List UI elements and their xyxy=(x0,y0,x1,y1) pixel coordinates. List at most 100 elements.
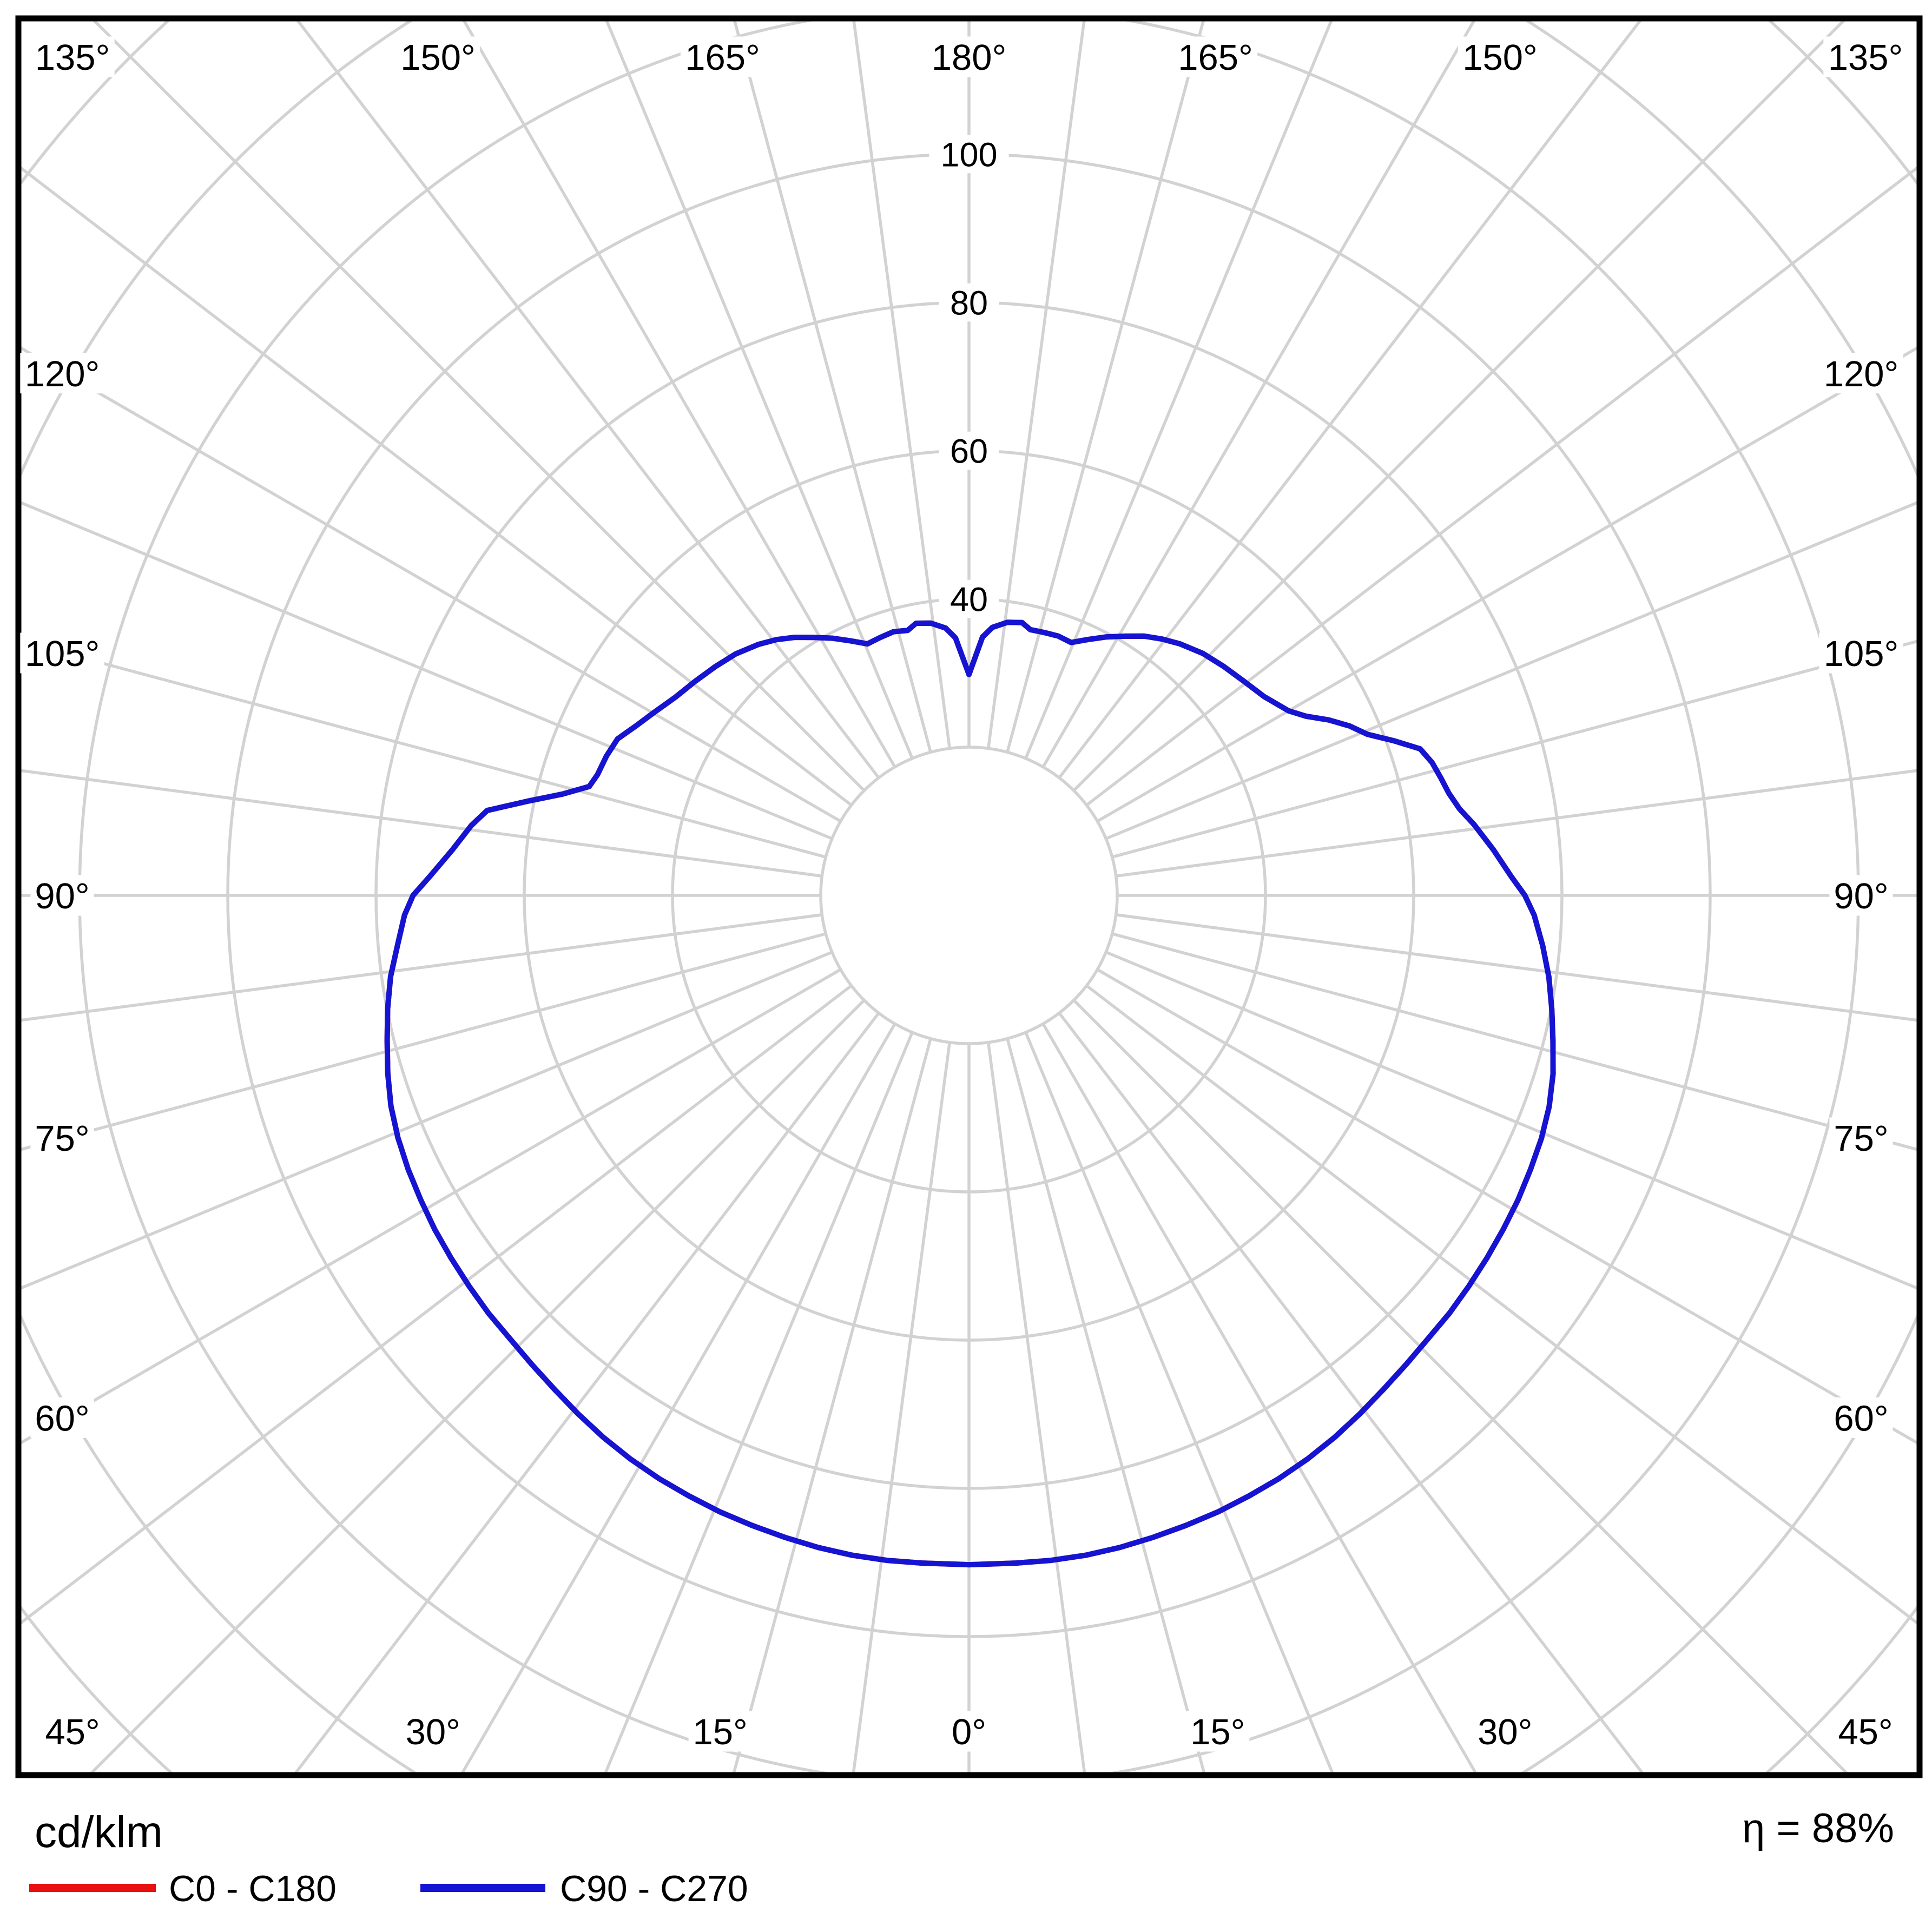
grid-spoke xyxy=(987,20,1086,749)
angle-label-75-right: 75° xyxy=(1829,1117,1893,1159)
angle-label-30-left: 30° xyxy=(401,1711,465,1752)
svg-text:60°: 60° xyxy=(1834,1398,1888,1439)
grid-spoke xyxy=(852,1042,951,1773)
grid-spoke xyxy=(733,20,932,753)
angle-label-75-left: 75° xyxy=(30,1117,94,1159)
svg-text:120°: 120° xyxy=(25,354,100,394)
svg-text:150°: 150° xyxy=(1462,37,1538,78)
grid-spoke xyxy=(1085,165,1918,807)
grid-spoke xyxy=(1111,639,1918,859)
angle-label-120-right: 120° xyxy=(1819,353,1903,394)
svg-text:180°: 180° xyxy=(932,37,1007,78)
svg-text:80: 80 xyxy=(950,285,988,322)
grid-spoke xyxy=(1041,1023,1478,1773)
grid-spoke xyxy=(1111,932,1918,1151)
grid-spoke xyxy=(20,951,833,1290)
grid-spoke xyxy=(20,769,822,878)
grid-spoke xyxy=(1096,346,1918,823)
svg-text:120°: 120° xyxy=(1824,354,1899,394)
svg-text:135°: 135° xyxy=(1828,37,1903,78)
svg-text:30°: 30° xyxy=(406,1712,460,1752)
grid-spoke xyxy=(20,984,853,1626)
grid-circle-20 xyxy=(819,746,1119,1045)
angle-label-45-left: 45° xyxy=(41,1711,104,1752)
grid-spoke xyxy=(461,20,896,768)
grid-spoke xyxy=(1096,968,1918,1445)
grid-spoke xyxy=(20,346,842,823)
angle-label-135-left: 135° xyxy=(30,36,115,78)
grid-spoke xyxy=(89,999,866,1773)
efficiency-label: η = 88% xyxy=(1742,1805,1894,1851)
svg-text:0°: 0° xyxy=(952,1712,986,1752)
angle-label-150-right: 150° xyxy=(1458,36,1542,78)
legend-label-c0-c180: C0 - C180 xyxy=(169,1868,337,1909)
svg-text:90°: 90° xyxy=(1834,876,1888,916)
angle-label-15-left: 15° xyxy=(688,1711,752,1752)
legend-label-c90-c270: C90 - C270 xyxy=(560,1868,748,1909)
grid-spoke xyxy=(1105,951,1918,1290)
angle-label-90-right: 90° xyxy=(1829,875,1893,916)
svg-text:60: 60 xyxy=(950,433,988,471)
grid-spoke xyxy=(852,20,951,749)
angle-label-165-right: 165° xyxy=(1173,36,1258,78)
grid-spoke xyxy=(20,639,827,859)
grid-spoke xyxy=(1041,20,1476,768)
svg-text:40: 40 xyxy=(950,581,988,619)
svg-text:60°: 60° xyxy=(35,1398,89,1439)
grid-spoke xyxy=(1024,20,1334,759)
grid-spoke xyxy=(1085,984,1918,1626)
angle-label-150-left: 150° xyxy=(395,36,480,78)
chart-border xyxy=(15,15,1923,1778)
svg-text:100: 100 xyxy=(940,136,997,174)
grid-spoke xyxy=(1116,769,1918,878)
angle-label-30-right: 30° xyxy=(1473,1711,1537,1752)
radial-tick-label-40: 40 xyxy=(939,579,999,619)
svg-text:165°: 165° xyxy=(685,37,760,78)
curve-C90-C270 xyxy=(384,619,1556,1568)
radial-tick-label-60: 60 xyxy=(939,431,999,471)
grid-spoke xyxy=(293,1012,880,1773)
angle-label-105-right: 105° xyxy=(1819,632,1903,674)
grid-spoke xyxy=(1072,999,1849,1773)
angle-label-120-left: 120° xyxy=(20,353,104,394)
svg-text:75°: 75° xyxy=(1834,1118,1888,1159)
angle-label-105-left: 105° xyxy=(20,632,104,674)
angle-label-15-right: 15° xyxy=(1186,1711,1250,1752)
units-label: cd/klm xyxy=(35,1808,163,1857)
svg-text:150°: 150° xyxy=(400,37,476,78)
grid-spoke xyxy=(20,913,822,1022)
angle-label-180: 180° xyxy=(927,36,1011,78)
svg-text:15°: 15° xyxy=(1190,1712,1245,1752)
angle-label-45-right: 45° xyxy=(1834,1711,1897,1752)
svg-text:165°: 165° xyxy=(1178,37,1253,78)
svg-text:30°: 30° xyxy=(1478,1712,1532,1752)
svg-text:45°: 45° xyxy=(1838,1712,1893,1752)
grid-spoke xyxy=(1105,500,1918,840)
grid-spoke xyxy=(20,165,853,807)
angle-label-60-left: 60° xyxy=(30,1397,94,1439)
grid-spoke xyxy=(1006,1038,1206,1773)
grid-spoke xyxy=(295,20,880,779)
svg-text:75°: 75° xyxy=(35,1118,89,1159)
grid-spoke xyxy=(1006,20,1205,753)
grid-spoke xyxy=(460,1023,896,1773)
angle-label-135-right: 135° xyxy=(1823,36,1908,78)
grid-spoke xyxy=(1024,1032,1335,1773)
svg-text:45°: 45° xyxy=(45,1712,100,1752)
legend-swatch-c0-c180 xyxy=(29,1884,156,1892)
svg-text:105°: 105° xyxy=(1824,634,1899,674)
grid-spoke xyxy=(604,20,914,759)
angle-label-90-left: 90° xyxy=(30,875,94,916)
grid-spoke xyxy=(1058,20,1643,779)
grid-spoke xyxy=(732,1038,932,1773)
angle-label-0: 0° xyxy=(947,1711,991,1752)
grid-spoke xyxy=(987,1042,1086,1773)
grid-spoke xyxy=(20,968,842,1445)
svg-text:105°: 105° xyxy=(25,634,100,674)
grid-spoke xyxy=(91,20,866,792)
grid-spoke xyxy=(1116,913,1918,1022)
grid-spoke xyxy=(603,1032,914,1773)
grid-spoke xyxy=(1058,1012,1645,1773)
